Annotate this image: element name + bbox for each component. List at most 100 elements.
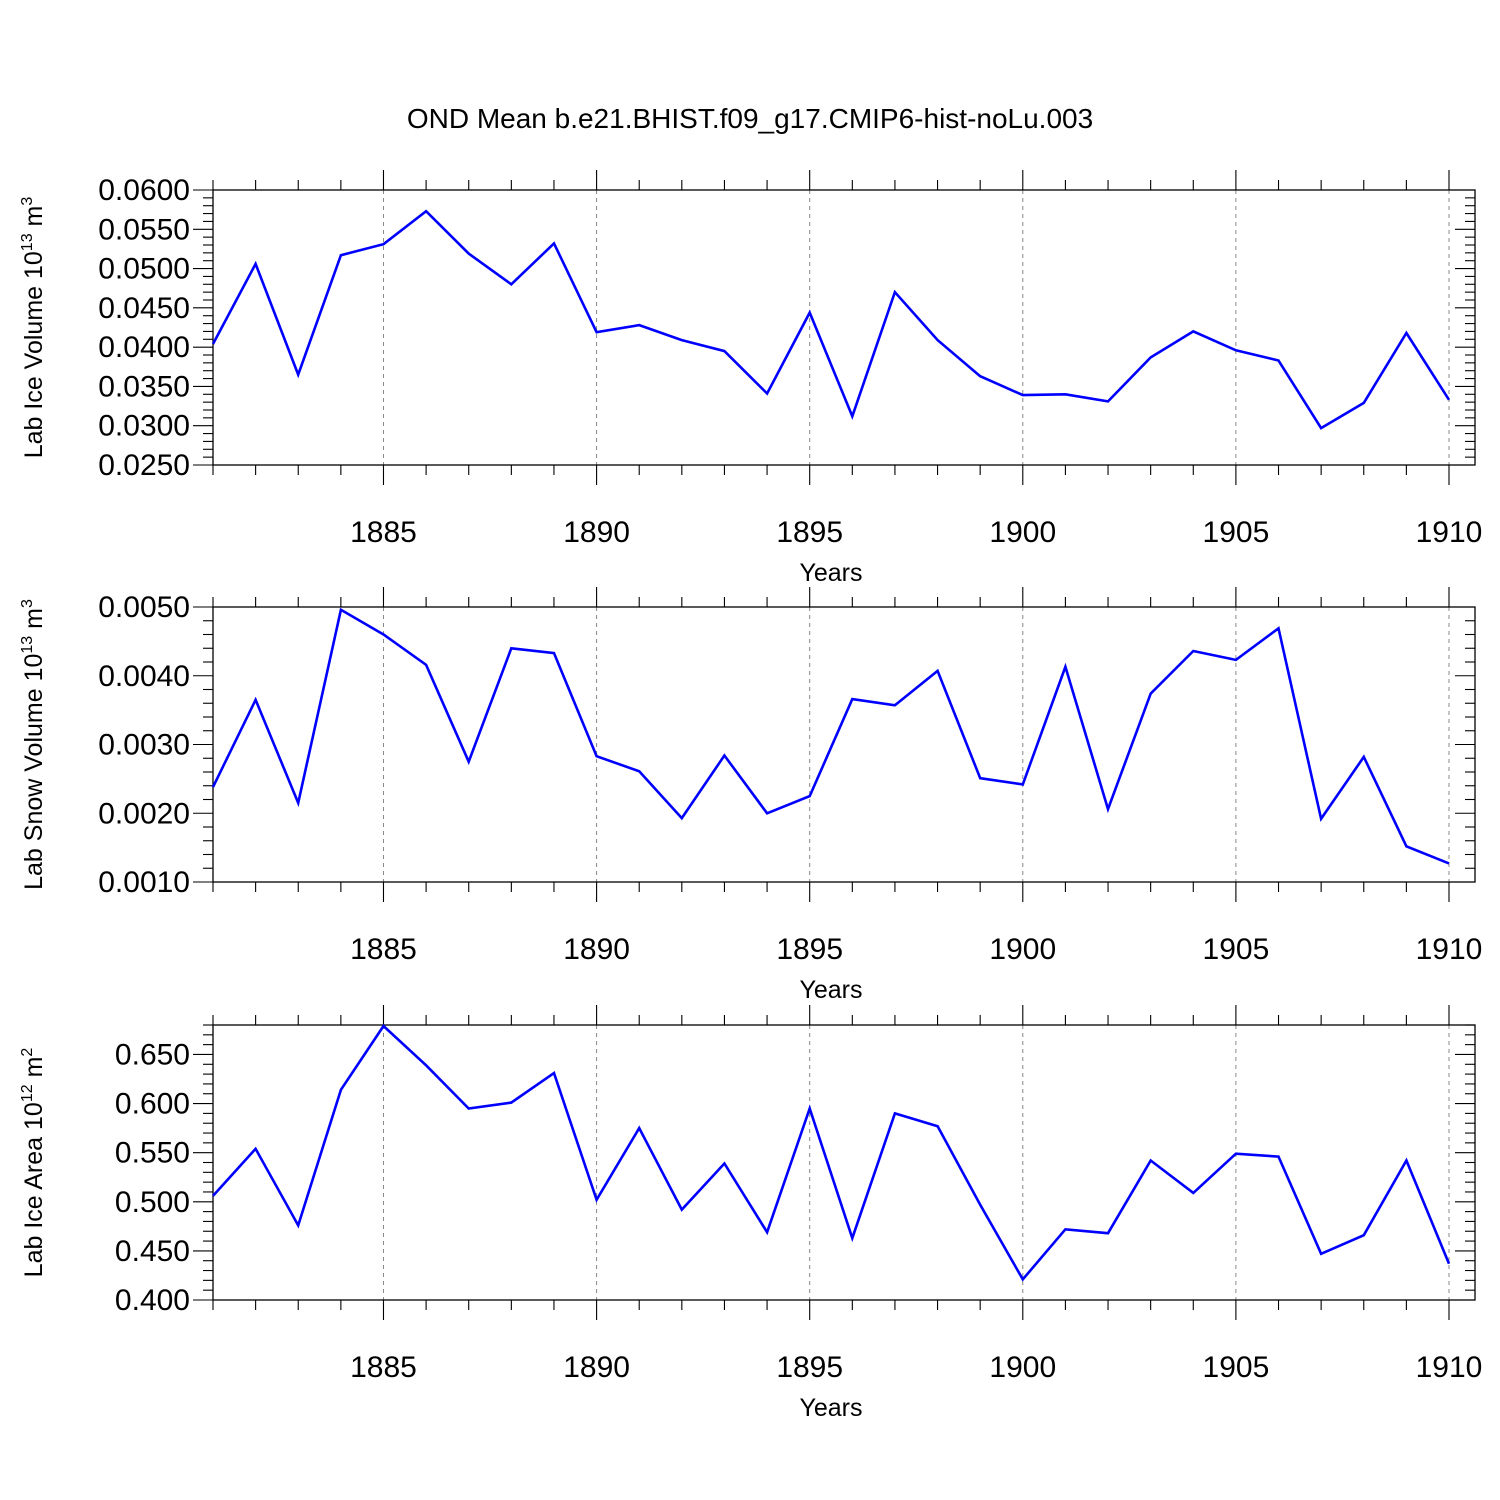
x-tick-label: 1900 bbox=[989, 1351, 1056, 1384]
data-point bbox=[722, 1161, 726, 1165]
plot-frame bbox=[212, 189, 1476, 466]
y-tick-label: 0.0550 bbox=[98, 213, 190, 246]
data-point bbox=[211, 1194, 215, 1198]
y-tick-label: 0.0500 bbox=[98, 253, 190, 286]
x-tick-label: 1885 bbox=[350, 1351, 417, 1384]
data-point bbox=[765, 811, 769, 815]
data-point bbox=[1021, 782, 1025, 786]
data-point bbox=[808, 1106, 812, 1110]
data-point bbox=[1404, 331, 1408, 335]
data-point bbox=[595, 754, 599, 758]
y-axis-title: Lab Snow Volume 1013 m3 bbox=[19, 599, 48, 890]
y-tick-label: 0.0300 bbox=[98, 410, 190, 443]
x-axis-title: Years bbox=[799, 1394, 862, 1422]
data-point bbox=[893, 703, 897, 707]
data-point bbox=[893, 1111, 897, 1115]
data-point bbox=[381, 1024, 385, 1028]
data-point bbox=[467, 252, 471, 256]
data-point bbox=[1021, 1277, 1025, 1281]
y-tick-label: 0.500 bbox=[115, 1186, 190, 1219]
data-point bbox=[424, 209, 428, 213]
y-tick-label: 0.0450 bbox=[98, 292, 190, 325]
x-tick-label: 1905 bbox=[1203, 933, 1270, 966]
data-point bbox=[637, 1126, 641, 1130]
data-point bbox=[808, 311, 812, 315]
data-point bbox=[1149, 692, 1153, 696]
data-point bbox=[1362, 401, 1366, 405]
x-tick-label: 1900 bbox=[989, 516, 1056, 549]
data-point bbox=[1404, 1159, 1408, 1163]
data-point bbox=[381, 633, 385, 637]
data-point bbox=[1277, 626, 1281, 630]
x-tick-label: 1890 bbox=[563, 516, 630, 549]
y-axis-title-superscript: 2 bbox=[19, 1048, 36, 1057]
y-tick-label: 0.0600 bbox=[98, 174, 190, 207]
data-point bbox=[211, 785, 215, 789]
data-point bbox=[1319, 1252, 1323, 1256]
data-point bbox=[424, 663, 428, 667]
x-axis-title: Years bbox=[799, 559, 862, 587]
panel-1: 1885 1890 1895 1900 1905 1910 Years 0.0250 0.030… bbox=[19, 170, 1482, 587]
panel-2: 1885 1890 1895 1900 1905 1910 Years 0.0010 0.002… bbox=[19, 587, 1482, 1004]
y-axis-title-superscript: 3 bbox=[19, 599, 36, 608]
data-point bbox=[978, 1203, 982, 1207]
data-point bbox=[1106, 807, 1110, 811]
data-point bbox=[1234, 1152, 1238, 1156]
data-point bbox=[1149, 1159, 1153, 1163]
y-axis-title-part: m bbox=[20, 206, 48, 234]
y-tick-label: 0.0350 bbox=[98, 370, 190, 403]
data-point bbox=[765, 1230, 769, 1234]
data-point bbox=[211, 342, 215, 346]
y-tick-label: 0.0050 bbox=[98, 591, 190, 624]
data-point bbox=[1149, 355, 1153, 359]
data-point bbox=[637, 769, 641, 773]
data-point bbox=[680, 816, 684, 820]
x-tick-label: 1895 bbox=[776, 516, 843, 549]
series-line bbox=[211, 209, 1451, 430]
x-tick-label: 1890 bbox=[563, 933, 630, 966]
x-axis-title: Years bbox=[799, 976, 862, 1004]
data-point bbox=[254, 1147, 258, 1151]
chart-title: OND Mean b.e21.BHIST.f09_g17.CMIP6-hist-… bbox=[407, 103, 1093, 134]
x-tick-label: 1885 bbox=[350, 516, 417, 549]
data-point bbox=[254, 262, 258, 266]
y-tick-label: 0.0400 bbox=[98, 331, 190, 364]
data-point bbox=[1063, 1227, 1067, 1231]
data-point bbox=[1404, 844, 1408, 848]
data-point bbox=[1191, 1191, 1195, 1195]
y-axis-title-part: m bbox=[20, 1057, 48, 1085]
x-tick-label: 1890 bbox=[563, 1351, 630, 1384]
data-point bbox=[467, 1106, 471, 1110]
data-point bbox=[637, 323, 641, 327]
y-axis-title-part: Lab Snow Volume 10 bbox=[20, 654, 48, 890]
data-point bbox=[1447, 398, 1451, 402]
panels: 1885 1890 1895 1900 1905 1910 Years 0.0250 0.030… bbox=[19, 170, 1482, 1422]
data-point bbox=[595, 330, 599, 334]
data-point bbox=[339, 608, 343, 612]
x-tick-label: 1895 bbox=[776, 933, 843, 966]
data-point bbox=[1319, 426, 1323, 430]
x-tick-label: 1910 bbox=[1416, 516, 1483, 549]
x-tick-label: 1910 bbox=[1416, 1351, 1483, 1384]
x-tick-label: 1910 bbox=[1416, 933, 1483, 966]
y-axis-title: Lab Ice Area 1012 m2 bbox=[19, 1048, 48, 1278]
x-tick-label: 1905 bbox=[1203, 516, 1270, 549]
y-tick-label: 0.0250 bbox=[98, 449, 190, 482]
data-point bbox=[978, 374, 982, 378]
data-point bbox=[893, 290, 897, 294]
y-tick-label: 0.600 bbox=[115, 1088, 190, 1121]
panel-3: 1885 1890 1895 1900 1905 1910 Years 0.400 0.450 0… bbox=[19, 1005, 1482, 1422]
data-point bbox=[1021, 393, 1025, 397]
series-line bbox=[212, 1024, 1451, 1282]
x-tick-label: 1895 bbox=[776, 1351, 843, 1384]
data-point bbox=[296, 801, 300, 805]
data-point bbox=[467, 760, 471, 764]
data-point bbox=[424, 1063, 428, 1067]
data-point bbox=[552, 651, 556, 655]
data-point bbox=[1362, 1233, 1366, 1237]
data-point bbox=[850, 697, 854, 701]
y-tick-label: 0.450 bbox=[115, 1235, 190, 1268]
y-axis-title-part: Lab Ice Area 10 bbox=[20, 1102, 48, 1277]
data-point bbox=[1063, 392, 1067, 396]
